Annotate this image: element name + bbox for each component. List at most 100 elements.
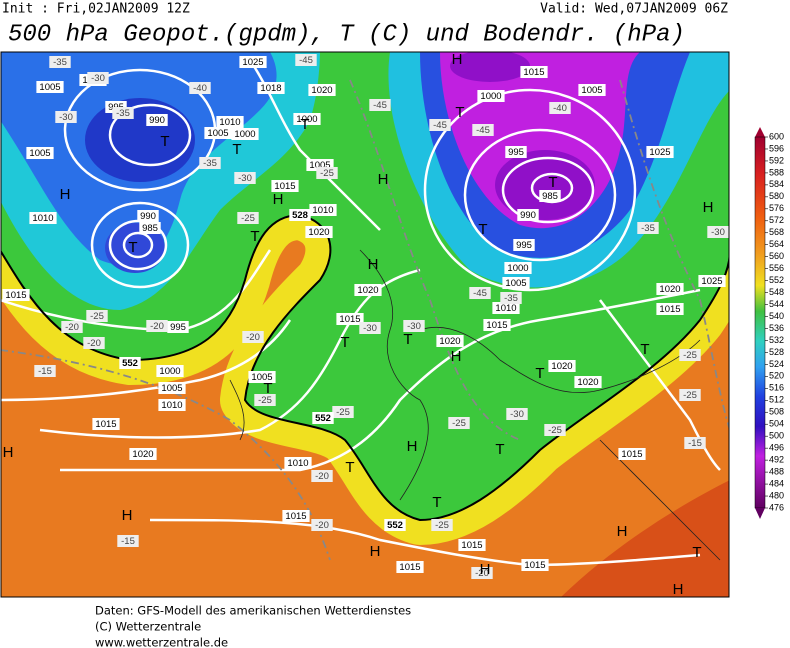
pressure-label: 1015 — [274, 181, 295, 192]
pressure-label-box — [156, 365, 184, 377]
colorbar-bottom-tip — [755, 508, 765, 519]
high-center: H — [480, 561, 491, 578]
temperature-label-box — [332, 406, 354, 418]
temperature-label: -30 — [407, 321, 421, 332]
pressure-label-box — [458, 539, 486, 551]
pressure-label: 1000 — [159, 366, 180, 377]
pressure-label: 1020 — [357, 285, 378, 296]
pressure-label: 1015 — [399, 562, 420, 573]
temperature-label: -20 — [315, 520, 329, 531]
pressure-label-box — [656, 283, 684, 295]
pressure-label: 1015 — [285, 511, 306, 522]
low-center: T — [692, 544, 701, 561]
contour-label: 528 — [292, 210, 308, 221]
pressure-label-box — [305, 226, 333, 238]
temperature-label-box — [55, 111, 77, 123]
contour-552 — [1, 213, 729, 522]
contour-label-box — [119, 357, 141, 369]
map-frame — [0, 51, 730, 598]
temperature-label-box — [254, 394, 276, 406]
colorbar-label: 500 — [769, 431, 784, 441]
high-center: H — [703, 199, 714, 216]
isotherms — [1, 79, 729, 561]
temperature-label: -15 — [121, 536, 135, 547]
pressure-label: 990 — [149, 115, 165, 126]
temperature-label-box — [83, 337, 105, 349]
temperature-label: -25 — [241, 213, 255, 224]
colorbar-label: 600 — [769, 131, 784, 141]
pressure-label-box — [517, 209, 539, 221]
colorbar-label: 516 — [769, 383, 784, 393]
temperature-label: -30 — [59, 112, 73, 123]
pressure-label-box — [146, 114, 168, 126]
colorbar-label: 512 — [769, 395, 784, 405]
pressure-label: 1020 — [659, 284, 680, 295]
pressure-label: 1005 — [207, 128, 228, 139]
temperature-label: -25 — [683, 350, 697, 361]
field-warm — [561, 480, 729, 597]
map-title: 500 hPa Geopot.(gpdm), T (C) und Bodendr… — [8, 21, 685, 48]
pressure-label: 1020 — [311, 85, 332, 96]
temperature-label: -45 — [299, 55, 313, 66]
temperature-label: -20 — [87, 338, 101, 349]
pressure-label-box — [26, 147, 54, 159]
temperature-label: -30 — [510, 409, 524, 420]
pressure-label: 1010 — [219, 117, 240, 128]
pressure-label: 1015 — [339, 314, 360, 325]
temperature-label-box — [117, 535, 139, 547]
colorbar-label: 560 — [769, 251, 784, 261]
low-center: T — [548, 174, 557, 191]
low-center: T — [160, 133, 169, 150]
temperature-label: -30 — [363, 323, 377, 334]
footer-line: (C) Wetterzentrale — [95, 620, 201, 634]
pressure-label: 1025 — [649, 147, 670, 158]
pressure-label: 985 — [542, 191, 558, 202]
temperature-label-box — [369, 99, 391, 111]
pressure-label-box — [129, 448, 157, 460]
pressure-label-box — [502, 277, 530, 289]
pressure-label-box — [284, 457, 312, 469]
pressure-label: 1005 — [251, 372, 272, 383]
temperature-label: -25 — [336, 407, 350, 418]
temperature-label-box — [684, 437, 706, 449]
temperature-label: -45 — [473, 288, 487, 299]
temperature-label-box — [472, 124, 494, 136]
temperature-label: -20 — [65, 322, 79, 333]
pressure-label-box — [204, 127, 232, 139]
pressure-label: 1015 — [524, 560, 545, 571]
pressure-label-box — [698, 275, 726, 287]
pressure-label: 990 — [140, 211, 156, 222]
field-purple — [450, 52, 530, 82]
high-center: H — [673, 581, 684, 598]
pressure-label-box — [167, 321, 189, 333]
pressure-label: 990 — [520, 210, 536, 221]
contour-label-box — [289, 209, 311, 221]
colorbar-label: 528 — [769, 347, 784, 357]
footer-line: www.wetterzentrale.de — [95, 636, 228, 648]
low-center: T — [455, 104, 464, 121]
low-center: T — [535, 365, 544, 382]
pressure-label-box — [574, 376, 602, 388]
temperature-label-box — [61, 321, 83, 333]
pressure-label: 1025 — [242, 57, 263, 68]
pressure-label: 1010 — [161, 400, 182, 411]
temperature-label: -30 — [711, 227, 725, 238]
temperature-label-box — [500, 292, 522, 304]
temperature-label: -25 — [548, 425, 562, 436]
temperature-label: -25 — [683, 390, 697, 401]
pressure-label-box — [548, 360, 576, 372]
colorbar-label: 484 — [769, 478, 784, 488]
pressure-label: 1015 — [5, 290, 26, 301]
temperature-label-box — [679, 389, 701, 401]
pressure-label: 1000 — [296, 114, 317, 125]
pressure-label: 1010 — [32, 213, 53, 224]
pressure-label: 1025 — [701, 276, 722, 287]
low-center: T — [478, 221, 487, 238]
pressure-label-box — [504, 262, 532, 274]
pressure-label: 1020 — [577, 377, 598, 388]
temperature-label-box — [189, 82, 211, 94]
pressure-label-box — [505, 146, 527, 158]
temperature-label: -25 — [258, 395, 272, 406]
pressure-label-box — [216, 116, 244, 128]
